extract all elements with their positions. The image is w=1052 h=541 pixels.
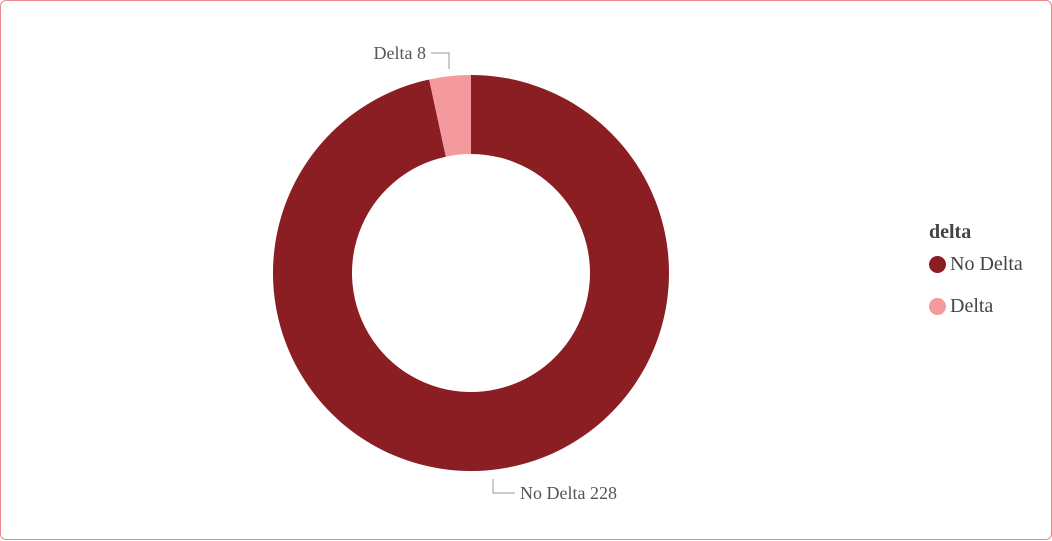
leader-line <box>492 479 515 494</box>
slice-delta[interactable] <box>429 75 471 157</box>
slice-no-delta[interactable] <box>273 75 669 471</box>
data-label: No Delta 228 <box>520 483 617 503</box>
legend: delta No Delta Delta <box>929 219 1023 319</box>
legend-swatch-delta <box>929 297 946 315</box>
legend-title: delta <box>929 221 972 243</box>
donut-slices <box>273 75 669 471</box>
leader-line <box>431 52 450 69</box>
data-labels: No Delta 228 Delta 8 <box>374 43 617 503</box>
legend-label: No Delta <box>950 252 1023 275</box>
data-label: Delta 8 <box>374 43 426 63</box>
legend-item-no-delta[interactable]: No Delta <box>929 251 1023 277</box>
legend-item-delta[interactable]: Delta <box>929 293 1023 319</box>
legend-label: Delta <box>950 294 994 317</box>
legend-swatch-no-delta <box>929 255 946 273</box>
